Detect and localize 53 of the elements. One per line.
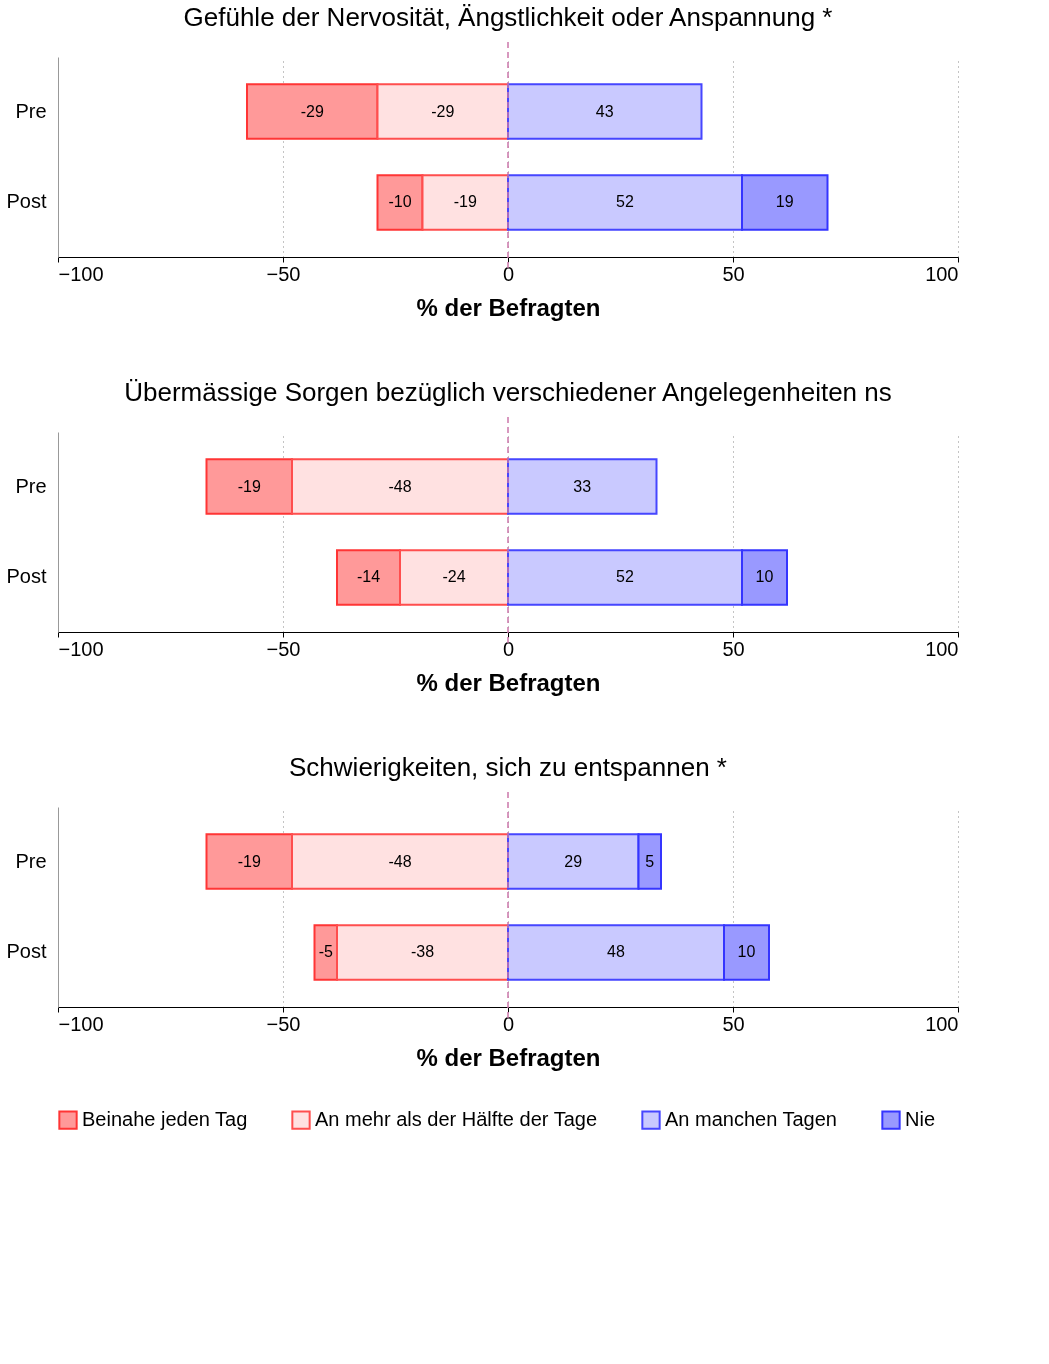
x-tick-label: 0 <box>502 1012 515 1035</box>
chart-title: Gefühle der Nervosität, Ängstlichkeit oder Anspannung * <box>183 2 833 33</box>
y-tick-label: Post <box>6 190 47 213</box>
data-label: 52 <box>616 193 634 211</box>
legend-label: Nie <box>905 1108 936 1131</box>
data-label: -14 <box>356 568 381 586</box>
x-tick-label: 50 <box>722 1012 745 1035</box>
data-label: -19 <box>453 193 477 211</box>
x-tick-label: −50 <box>266 262 301 285</box>
x-tick-label: 0 <box>502 262 515 285</box>
x-tick-label: 100 <box>925 1012 959 1035</box>
x-tick-label: −100 <box>58 1012 104 1035</box>
data-label: -48 <box>388 852 412 870</box>
x-axis-title: % der Befragten <box>416 1043 601 1071</box>
data-label: 52 <box>616 568 634 586</box>
chart-title: Übermässige Sorgen bezüglich verschiedener Angelegenheiten ns <box>124 377 892 408</box>
y-tick-label: Post <box>6 565 47 588</box>
data-label: -19 <box>237 477 261 495</box>
legend-label: An mehr als der Hälfte der Tage <box>315 1108 598 1131</box>
data-label: -24 <box>442 568 466 586</box>
x-axis-title: % der Befragten <box>416 668 601 696</box>
x-tick-label: 0 <box>502 637 515 660</box>
x-tick-label: 100 <box>925 637 959 660</box>
data-label: 19 <box>775 193 794 211</box>
legend-label: Beinahe jeden Tag <box>82 1108 248 1131</box>
data-label: 33 <box>573 477 592 495</box>
data-label: 10 <box>737 943 756 961</box>
y-tick-label: Pre <box>15 99 47 122</box>
data-label: 5 <box>645 852 655 870</box>
data-label: -5 <box>318 943 333 961</box>
data-label: -38 <box>410 943 435 961</box>
data-label: 48 <box>607 943 625 961</box>
y-tick-label: Post <box>6 940 47 963</box>
x-tick-label: −50 <box>266 1012 301 1035</box>
y-tick-label: Pre <box>15 474 47 497</box>
x-tick-label: −100 <box>58 637 104 660</box>
x-axis-title: % der Befragten <box>416 293 601 321</box>
chart-title: Schwierigkeiten, sich zu entspannen * <box>289 752 727 783</box>
data-label: -29 <box>300 102 324 120</box>
x-tick-label: −50 <box>266 637 301 660</box>
x-tick-label: 50 <box>722 262 745 285</box>
legend-label: An manchen Tagen <box>665 1108 837 1131</box>
data-label: 43 <box>595 102 614 120</box>
data-label: -48 <box>388 477 412 495</box>
data-label: -29 <box>431 102 455 120</box>
data-label: 10 <box>755 568 774 586</box>
x-tick-label: 50 <box>722 637 745 660</box>
data-label: 29 <box>564 852 583 870</box>
x-tick-label: −100 <box>58 262 104 285</box>
data-label: -10 <box>388 193 412 211</box>
data-label: -19 <box>237 852 261 870</box>
y-tick-label: Pre <box>15 849 47 872</box>
x-tick-label: 100 <box>925 262 959 285</box>
